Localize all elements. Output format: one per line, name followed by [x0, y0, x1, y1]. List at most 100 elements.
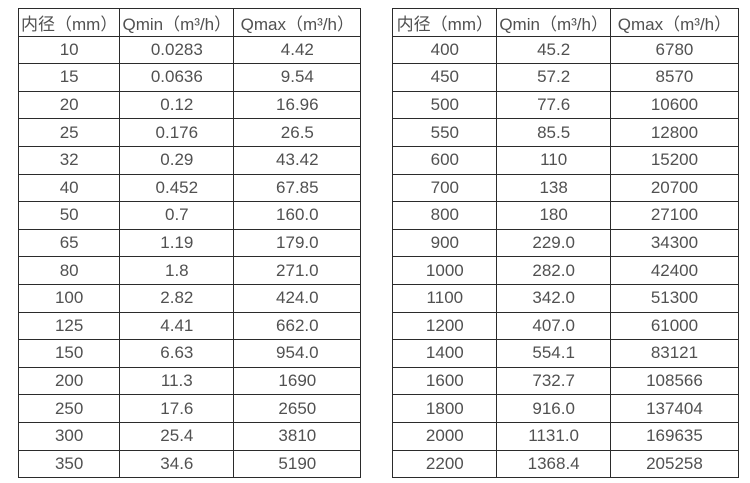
table-cell: 4.42	[233, 35, 362, 65]
table-cell: 1800	[392, 394, 498, 423]
table-cell: 4.41	[119, 311, 235, 341]
table-cell: 20	[17, 90, 121, 120]
table-cell: 900	[392, 228, 498, 258]
table-cell: 0.452	[119, 173, 235, 203]
table-cell: 138	[496, 173, 611, 203]
table-cell: 61000	[609, 311, 739, 341]
table-cell: 200	[17, 366, 121, 396]
table-cell: 169635	[609, 421, 739, 451]
table-cell: 350	[17, 449, 121, 479]
table-cell: 1368.4	[496, 449, 611, 479]
flow-table-right: 内径（mm） Qmin（m³/h） Qmax（m³/h） 400 45.2 6780 450…	[392, 8, 739, 479]
table-cell: 10600	[609, 90, 739, 120]
table-cell: 9.54	[233, 63, 362, 92]
table-cell: 205258	[609, 449, 739, 479]
table-cell: 20700	[609, 173, 739, 203]
table-cell: 0.176	[119, 118, 235, 147]
table-cell: 554.1	[496, 339, 611, 368]
table-row: 300 25.4 3810	[17, 421, 362, 451]
table-row: 80 1.8 271.0	[17, 256, 362, 285]
table-cell: 1131.0	[496, 421, 611, 451]
table-cell: 137404	[609, 394, 739, 423]
table-cell: 500	[392, 90, 498, 120]
table-row: 100 2.82 424.0	[17, 283, 362, 313]
table-cell: 15	[17, 63, 121, 92]
column-header: 内径（mm）	[17, 8, 121, 37]
table-cell: 65	[17, 228, 121, 258]
table-cell: 160.0	[233, 201, 362, 230]
table-cell: 57.2	[496, 63, 611, 92]
table-row: 65 1.19 179.0	[17, 228, 362, 258]
table-cell: 282.0	[496, 256, 611, 285]
table-cell: 42400	[609, 256, 739, 285]
column-header: Qmin（m³/h）	[119, 8, 235, 37]
table-cell: 6.63	[119, 339, 235, 368]
table-row: 200 11.3 1690	[17, 366, 362, 396]
table-cell: 0.7	[119, 201, 235, 230]
table-row: 1000 282.0 42400	[392, 256, 739, 285]
table-cell: 424.0	[233, 283, 362, 313]
table-cell: 67.85	[233, 173, 362, 203]
table-cell: 10	[17, 35, 121, 65]
table-cell: 271.0	[233, 256, 362, 285]
table-cell: 250	[17, 394, 121, 423]
column-header: Qmin（m³/h）	[496, 8, 611, 37]
table-cell: 1.19	[119, 228, 235, 258]
table-cell: 0.12	[119, 90, 235, 120]
table-row: 700 138 20700	[392, 173, 739, 203]
table-cell: 2.82	[119, 283, 235, 313]
table-cell: 25.4	[119, 421, 235, 451]
table-cell: 1600	[392, 366, 498, 396]
table-cell: 3810	[233, 421, 362, 451]
table-cell: 27100	[609, 201, 739, 230]
table-row: 40 0.452 67.85	[17, 173, 362, 203]
table-cell: 110	[496, 145, 611, 175]
table-cell: 77.6	[496, 90, 611, 120]
table-row: 1100 342.0 51300	[392, 283, 739, 313]
table-cell: 600	[392, 145, 498, 175]
table-cell: 229.0	[496, 228, 611, 258]
table-cell: 26.5	[233, 118, 362, 147]
table-cell: 80	[17, 256, 121, 285]
table-cell: 180	[496, 201, 611, 230]
table-cell: 1000	[392, 256, 498, 285]
table-cell: 5190	[233, 449, 362, 479]
table-row: 900 229.0 34300	[392, 228, 739, 258]
table-cell: 0.0283	[119, 35, 235, 65]
table-cell: 179.0	[233, 228, 362, 258]
table-cell: 1100	[392, 283, 498, 313]
table-cell: 83121	[609, 339, 739, 368]
table-cell: 300	[17, 421, 121, 451]
table-row: 450 57.2 8570	[392, 63, 739, 92]
table-row: 150 6.63 954.0	[17, 339, 362, 368]
table-cell: 40	[17, 173, 121, 203]
table-cell: 662.0	[233, 311, 362, 341]
table-cell: 700	[392, 173, 498, 203]
table-cell: 17.6	[119, 394, 235, 423]
table-row: 500 77.6 10600	[392, 90, 739, 120]
table-cell: 150	[17, 339, 121, 368]
table-cell: 15200	[609, 145, 739, 175]
table-cell: 2650	[233, 394, 362, 423]
table-row: 2200 1368.4 205258	[392, 449, 739, 479]
table-cell: 6780	[609, 35, 739, 65]
table-cell: 32	[17, 145, 121, 175]
table-cell: 1200	[392, 311, 498, 341]
table-cell: 550	[392, 118, 498, 147]
table-cell: 916.0	[496, 394, 611, 423]
column-header: Qmax（m³/h）	[233, 8, 362, 37]
table-cell: 11.3	[119, 366, 235, 396]
table-cell: 85.5	[496, 118, 611, 147]
table-cell: 342.0	[496, 283, 611, 313]
flow-table-left: 内径（mm） Qmin（m³/h） Qmax（m³/h） 10 0.0283 4.42 15…	[17, 8, 362, 479]
table-row: 400 45.2 6780	[392, 35, 739, 65]
table-row: 125 4.41 662.0	[17, 311, 362, 341]
table-cell: 16.96	[233, 90, 362, 120]
table-row: 1800 916.0 137404	[392, 394, 739, 423]
table-cell: 125	[17, 311, 121, 341]
header-row: 内径（mm） Qmin（m³/h） Qmax（m³/h）	[17, 8, 362, 37]
table-row: 550 85.5 12800	[392, 118, 739, 147]
table-row: 600 110 15200	[392, 145, 739, 175]
column-header: 内径（mm）	[392, 8, 498, 37]
